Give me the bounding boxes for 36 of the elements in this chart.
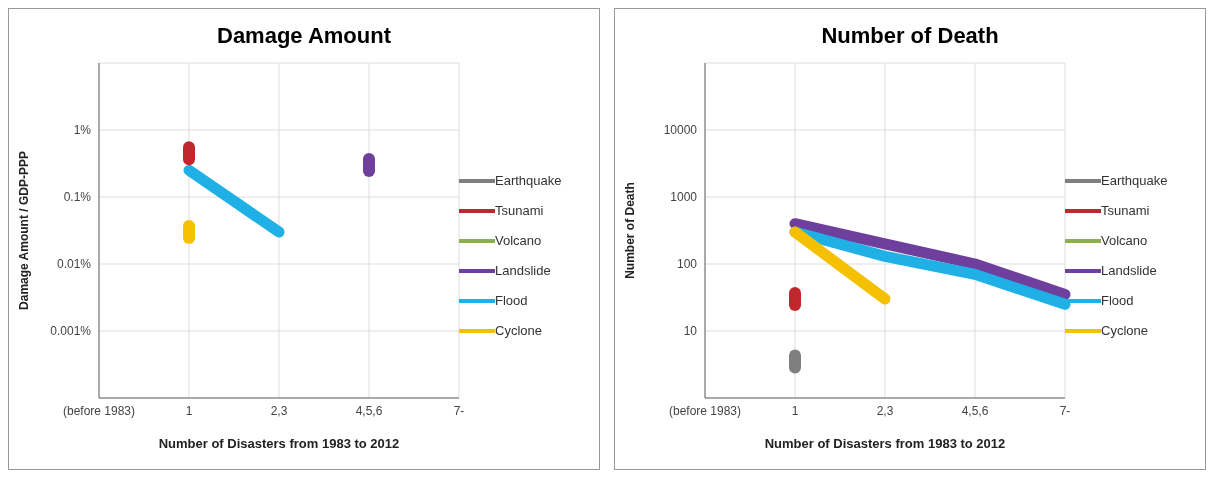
legend-label: Tsunami <box>495 203 544 218</box>
x-tick-label: 4,5,6 <box>961 403 989 418</box>
legend-label: Flood <box>1101 293 1134 308</box>
x-tick-label: 1 <box>185 403 193 418</box>
y-tick-label: 10 <box>683 324 698 339</box>
x-tick-label: 7- <box>453 403 465 418</box>
legend-label: Volcano <box>1101 233 1148 248</box>
x-tick-label: 7- <box>1059 403 1071 418</box>
y-tick-label: 1000 <box>670 190 698 205</box>
legend-label: Earthquake <box>495 173 562 188</box>
x-tick-label: 1 <box>791 403 799 418</box>
legend-label: Cyclone <box>495 323 542 338</box>
x-axis-title: Number of Disasters from 1983 to 2012 <box>764 436 1006 451</box>
chart-title: Number of Death <box>820 23 1000 50</box>
y-axis-title: Damage Amount / GDP-PPP <box>17 151 32 310</box>
legend-label: Cyclone <box>1101 323 1148 338</box>
x-tick-label: 4,5,6 <box>355 403 383 418</box>
y-tick-label: 100 <box>676 257 698 272</box>
legend-label: Flood <box>495 293 528 308</box>
legend-label: Earthquake <box>1101 173 1168 188</box>
y-tick-label: 0.001% <box>50 324 92 339</box>
y-tick-label: 10000 <box>663 123 698 138</box>
legend-label: Landslide <box>495 263 551 278</box>
legend-label: Tsunami <box>1101 203 1150 218</box>
y-tick-label: 0.1% <box>63 190 92 205</box>
legend-label: Landslide <box>1101 263 1157 278</box>
y-tick-label: 1% <box>73 123 92 138</box>
y-tick-label: 0.01% <box>56 257 92 272</box>
x-tick-label: (before 1983) <box>668 403 742 418</box>
x-tick-label: 2,3 <box>876 403 894 418</box>
chart-title: Damage Amount <box>216 23 392 50</box>
legend-label: Volcano <box>495 233 542 248</box>
x-tick-label: (before 1983) <box>62 403 136 418</box>
x-tick-label: 2,3 <box>270 403 288 418</box>
y-axis-title: Number of Death <box>623 182 638 279</box>
x-axis-title: Number of Disasters from 1983 to 2012 <box>158 436 400 451</box>
